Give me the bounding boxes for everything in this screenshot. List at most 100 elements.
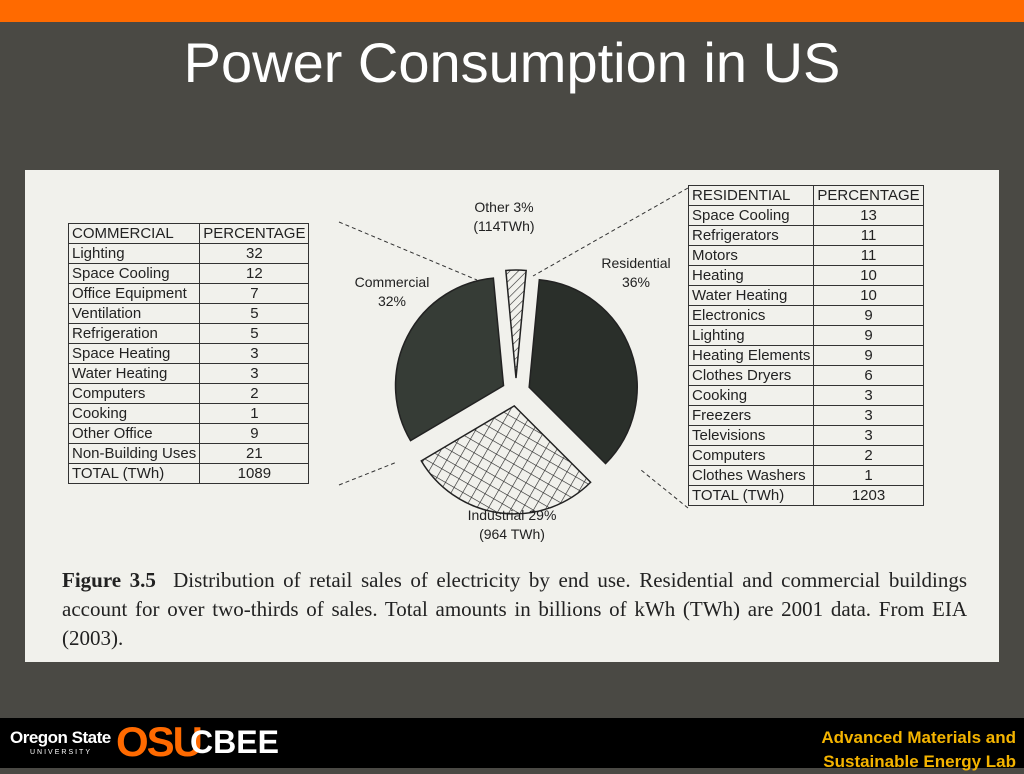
cell-label: RESIDENTIAL <box>687 185 815 206</box>
cell-value: 21 <box>199 443 310 464</box>
residential-table: RESIDENTIAL PERCENTAGE Space Cooling 13 Refr… <box>687 185 924 506</box>
table-row: Space Cooling 13 <box>687 205 924 226</box>
cell-label: Refrigerators <box>687 225 815 246</box>
cell-label: Space Heating <box>67 343 201 364</box>
cell-label: Other Office <box>67 423 201 444</box>
cell-value: 11 <box>813 245 924 266</box>
pie: Other 3% Residential 36% Industrial 29% Commer… <box>355 199 671 542</box>
table-row: Refrigerators 11 <box>687 225 924 246</box>
cell-value: 5 <box>199 303 310 324</box>
table-row: Electronics 9 <box>687 305 924 326</box>
cell-value: 3 <box>199 363 310 384</box>
table-row: Freezers 3 <box>687 405 924 426</box>
table-row: Cooking 1 <box>67 403 310 424</box>
slice-label: Commercial 32% <box>355 274 430 309</box>
university-name: Oregon State <box>10 728 111 747</box>
cell-value: 9 <box>199 423 310 444</box>
cell-label: Space Cooling <box>67 263 201 284</box>
table-row: Refrigeration 5 <box>67 323 310 344</box>
cell-label: Heating <box>687 265 815 286</box>
cell-value: 13 <box>813 205 924 226</box>
slice-category: Industrial <box>468 507 525 523</box>
cell-label: TOTAL (TWh) <box>67 463 201 484</box>
cell-value: 1089 <box>199 463 310 484</box>
cell-label: Lighting <box>67 243 201 264</box>
cell-value: 3 <box>813 425 924 446</box>
table-row: Heating 10 <box>687 265 924 286</box>
cell-label: Clothes Dryers <box>687 365 815 386</box>
cell-value: 1 <box>813 465 924 486</box>
cell-value: 11 <box>813 225 924 246</box>
cell-value: 10 <box>813 265 924 286</box>
table-row: Lighting 9 <box>687 325 924 346</box>
cell-value: 3 <box>199 343 310 364</box>
slice-category: Residential <box>601 255 670 271</box>
slice-percent: 3% <box>513 199 533 215</box>
cell-label: Motors <box>687 245 815 266</box>
table-row: Clothes Washers 1 <box>687 465 924 486</box>
pie-chart: Other 3% Residential 36% Industrial 29% Commer… <box>338 187 689 542</box>
cell-value: 1203 <box>813 485 924 506</box>
leader-lines <box>338 187 689 509</box>
figure: Other 3% Residential 36% Industrial 29% Commer… <box>25 170 999 662</box>
header-row: RESIDENTIAL PERCENTAGE <box>687 185 924 206</box>
cell-value: 5 <box>199 323 310 344</box>
caption: Figure 3.5 Distribution of retail sales … <box>62 566 967 653</box>
cell-value: 9 <box>813 325 924 346</box>
table-row: Water Heating 10 <box>687 285 924 306</box>
cell-label: Ventilation <box>67 303 201 324</box>
table-row: Water Heating 3 <box>67 363 310 384</box>
slice-label: Other 3% <box>474 199 533 215</box>
table-row: Non-Building Uses 21 <box>67 443 310 464</box>
lab-line: Advanced Materials and <box>821 728 1016 747</box>
cell-label: Water Heating <box>67 363 201 384</box>
table-row: Computers 2 <box>687 445 924 466</box>
cell-value: 6 <box>813 365 924 386</box>
osu-logo: OSU <box>116 718 203 765</box>
cell-value: 2 <box>199 383 310 404</box>
cell-label: Computers <box>67 383 201 404</box>
footer: Oregon State UNIVERSITY OSU CBEE Advance… <box>0 718 1024 771</box>
cell-label: Cooking <box>687 385 815 406</box>
table-row: Heating Elements 9 <box>687 345 924 366</box>
slice-percent: 29% <box>528 507 556 523</box>
pie-slice <box>505 269 527 379</box>
cell-value: 3 <box>813 385 924 406</box>
top-bar <box>0 0 1024 22</box>
cell-value: PERCENTAGE <box>813 185 924 206</box>
table-row: Motors 11 <box>687 245 924 266</box>
slice-annotation: (964 TWh) <box>479 526 545 542</box>
table-row: Computers 2 <box>67 383 310 404</box>
table-row: Ventilation 5 <box>67 303 310 324</box>
cell-label: Heating Elements <box>687 345 815 366</box>
slice-category: Commercial <box>355 274 430 290</box>
cell-label: Clothes Washers <box>687 465 815 486</box>
cell-value: 7 <box>199 283 310 304</box>
pie-slice <box>528 278 638 465</box>
cell-value: 10 <box>813 285 924 306</box>
cell-label: Non-Building Uses <box>67 443 201 464</box>
cell-label: Office Equipment <box>67 283 201 304</box>
slice-label: Residential 36% <box>601 255 670 290</box>
cell-value: 2 <box>813 445 924 466</box>
table-row: Cooking 3 <box>687 385 924 406</box>
pie-slice <box>394 277 505 442</box>
cell-value: PERCENTAGE <box>199 223 310 244</box>
commercial-table: COMMERCIAL PERCENTAGE Lighting 32 Space Cool… <box>67 223 310 484</box>
table-row: Lighting 32 <box>67 243 310 264</box>
table-row: Space Cooling 12 <box>67 263 310 284</box>
slice-category: Other <box>474 199 509 215</box>
cell-value: 9 <box>813 345 924 366</box>
cell-value: 3 <box>813 405 924 426</box>
slice-annotation: (114TWh) <box>473 218 534 234</box>
cell-label: Televisions <box>687 425 815 446</box>
cell-label: Freezers <box>687 405 815 426</box>
cell-label: Electronics <box>687 305 815 326</box>
slice-label: Industrial 29% <box>468 507 557 523</box>
slice-percent: 32% <box>378 293 406 309</box>
slice-percent: 36% <box>622 274 650 290</box>
pie-slice <box>420 404 592 515</box>
cell-label: Cooking <box>67 403 201 424</box>
caption-text: Distribution of retail sales of electric… <box>62 568 968 650</box>
